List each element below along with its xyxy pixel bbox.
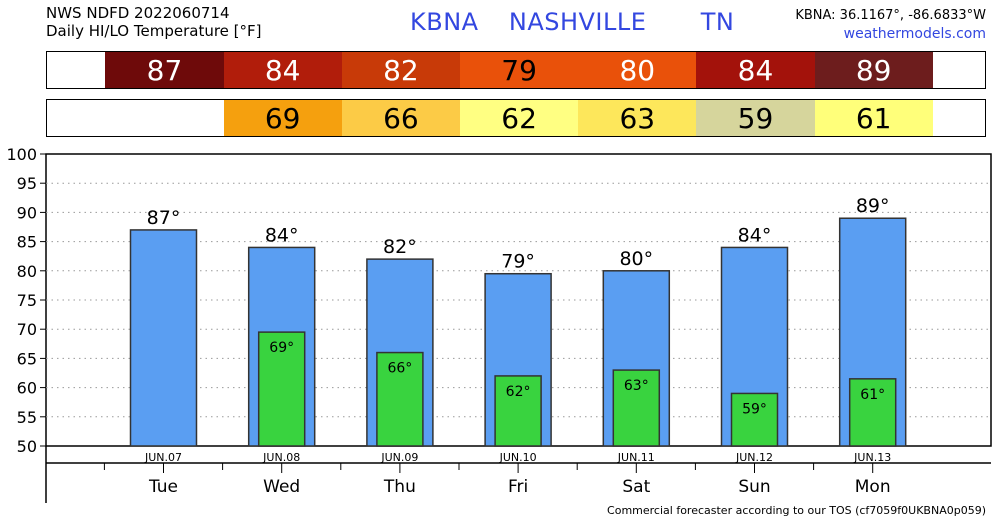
- y-tick-label: 80: [17, 262, 37, 281]
- low-bar: [494, 375, 542, 447]
- high-bar-label: 80°: [619, 248, 653, 270]
- y-tick-label: 90: [17, 203, 37, 222]
- date-label: JUN.12: [735, 451, 773, 464]
- date-label: JUN.09: [380, 451, 418, 464]
- low-bar: [848, 378, 897, 447]
- city-name: NASHVILLE: [508, 8, 647, 36]
- low-temperature-cell: 69: [223, 100, 342, 136]
- high-temperature-cell: 79: [460, 52, 579, 88]
- chart-header-left: NWS NDFD 2022060714 Daily HI/LO Temperat…: [46, 4, 262, 40]
- state-code: TN: [700, 8, 735, 36]
- day-label: Sun: [738, 477, 770, 497]
- high-temperature-cell: 87: [105, 52, 224, 88]
- date-label: JUN.10: [499, 451, 537, 464]
- high-temperature-cell: 84: [223, 52, 342, 88]
- day-label: Wed: [263, 477, 300, 497]
- y-tick-label: 50: [17, 437, 37, 456]
- day-label: Mon: [855, 477, 891, 497]
- high-bar-label: 89°: [856, 195, 890, 217]
- low-bar-label: 61°: [860, 387, 885, 403]
- low-bar: [257, 331, 306, 447]
- high-bar-label: 84°: [265, 224, 299, 246]
- low-bar-label: 69°: [269, 340, 294, 356]
- low-bar-label: 59°: [742, 401, 767, 417]
- chart-header-right: KBNA: 36.1167°, -86.6833°W weathermodels…: [795, 6, 986, 44]
- low-temperature-cell: 63: [578, 100, 697, 136]
- license-footer: Commercial forecaster according to our T…: [607, 504, 986, 517]
- low-bar: [376, 351, 424, 447]
- day-label: Tue: [148, 477, 178, 497]
- high-temperature-cell: 82: [341, 52, 460, 88]
- date-label: JUN.13: [853, 451, 891, 464]
- y-tick-label: 65: [17, 349, 37, 368]
- low-temperature-cell: 61: [814, 100, 933, 136]
- model-run-label: NWS NDFD 2022060714: [46, 4, 230, 22]
- low-temperature-cell: 59: [696, 100, 815, 136]
- day-label: Thu: [383, 477, 416, 497]
- station-code: KBNA: [410, 8, 479, 36]
- high-temperature-cell: 80: [578, 52, 697, 88]
- high-bar-label: 79°: [501, 251, 535, 273]
- y-tick-label: 85: [17, 233, 37, 252]
- date-label: JUN.11: [617, 451, 655, 464]
- high-bar-label: 87°: [147, 207, 181, 229]
- low-bar: [612, 369, 661, 447]
- date-label: JUN.08: [262, 451, 300, 464]
- low-bar: [730, 392, 779, 447]
- day-label: Sat: [622, 477, 650, 497]
- y-tick-label: 95: [17, 174, 37, 193]
- location-title: KBNA NASHVILLE TN: [410, 8, 734, 36]
- high-temperature-cell: 89: [814, 52, 933, 88]
- site-link[interactable]: weathermodels.com: [843, 26, 986, 42]
- low-bar-label: 66°: [387, 361, 412, 377]
- high-bar-label: 82°: [383, 236, 417, 258]
- low-bar-label: 63°: [624, 378, 649, 394]
- high-bar-label: 84°: [738, 224, 772, 246]
- day-label: Fri: [508, 477, 528, 497]
- high-temperature-strip: 87 84 82 79 80 84 89: [46, 51, 986, 89]
- date-label: JUN.07: [144, 451, 182, 464]
- high-temperature-cell: 84: [696, 52, 815, 88]
- low-temperature-strip: 69 66 62 63 59 61: [46, 99, 986, 137]
- y-tick-label: 55: [17, 408, 37, 427]
- y-tick-label: 100: [6, 145, 37, 164]
- y-tick-label: 60: [17, 379, 37, 398]
- high-bar: [129, 229, 198, 447]
- product-label: Daily HI/LO Temperature [°F]: [46, 22, 262, 40]
- low-temperature-cell: 66: [341, 100, 460, 136]
- y-tick-label: 70: [17, 320, 37, 339]
- station-coordinates: KBNA: 36.1167°, -86.6833°W: [795, 8, 986, 23]
- low-temperature-cell: 62: [460, 100, 579, 136]
- y-tick-label: 75: [17, 291, 37, 310]
- low-bar-label: 62°: [506, 384, 531, 400]
